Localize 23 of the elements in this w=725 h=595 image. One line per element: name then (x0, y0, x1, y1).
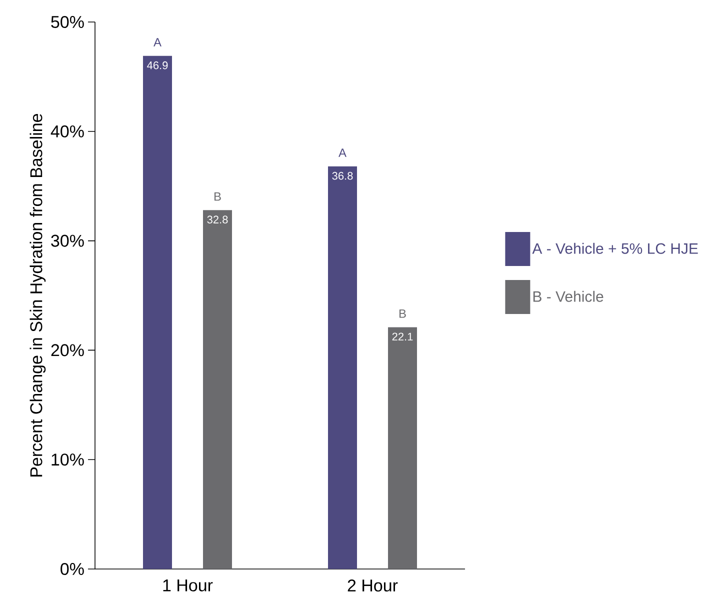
annotation: B (214, 192, 221, 201)
y-tick-label: 40% (50, 125, 84, 138)
legend-label: A - Vehicle + 5% LC HJE (532, 242, 698, 254)
data-label: 46.9 (147, 61, 168, 70)
data-label: 22.1 (392, 332, 413, 340)
y-tick-label: 50% (51, 16, 84, 28)
y-tick-label: 10% (52, 454, 84, 466)
bar (143, 56, 172, 570)
data-label: 36.8 (332, 172, 353, 180)
y-axis-title: Percent Change in Skin Hydration from Baseline (30, 114, 46, 477)
bar (328, 166, 358, 570)
y-tick-label: 0% (60, 563, 84, 576)
legend-label: B - Vehicle (533, 290, 604, 302)
y-tick-label: 30% (51, 234, 84, 247)
x-tick-label: 1 Hour (163, 580, 213, 592)
bar (203, 210, 232, 570)
bar (388, 327, 418, 570)
annotation: B (399, 310, 406, 318)
annotation: A (154, 38, 162, 46)
annotation: A (338, 148, 346, 157)
data-label: 32.8 (207, 216, 228, 224)
x-tick-label: 2 Hour (348, 580, 398, 592)
y-tick-label: 20% (51, 344, 84, 356)
